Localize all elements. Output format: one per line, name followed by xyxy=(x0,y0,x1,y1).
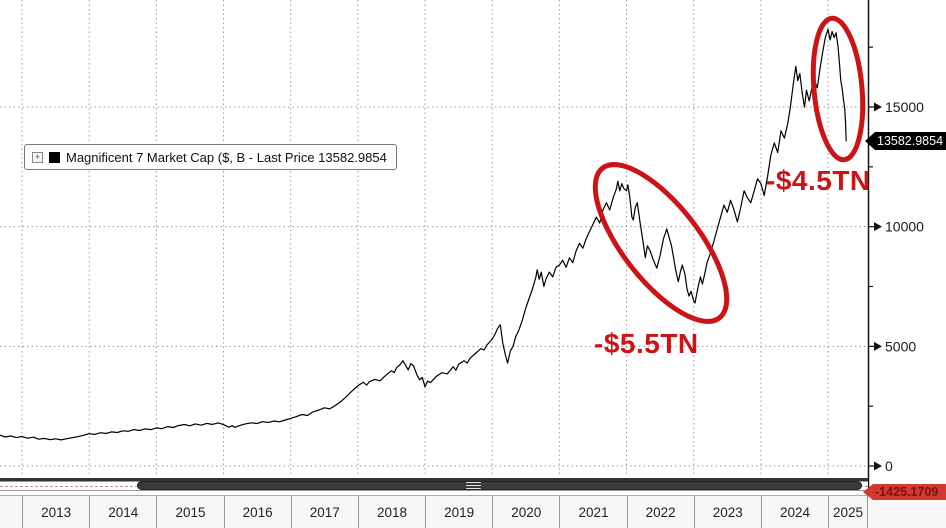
year-label-2023: 2023 xyxy=(693,496,761,528)
annotation-label-4-5tn: -$4.5TN xyxy=(766,165,871,196)
x-axis-year-strip: 2013 2014 2015 2016 2017 2018 2019 2020 2021 2022… xyxy=(0,495,946,528)
annotation-ellipse-0 xyxy=(592,162,730,324)
series-color-swatch xyxy=(49,151,60,163)
year-label-2017: 2017 xyxy=(290,496,358,528)
legend-box[interactable]: + Magnificent 7 Market Cap ($, B - Last … xyxy=(24,144,397,170)
year-label-2016: 2016 xyxy=(223,496,291,528)
year-label-2020: 2020 xyxy=(492,496,559,528)
series-line xyxy=(0,28,847,441)
annotation-ellipse-1 xyxy=(810,15,866,163)
tick-arrow-icon xyxy=(874,341,882,351)
legend-label: Magnificent 7 Market Cap ($, B - Last Pr… xyxy=(66,149,387,165)
y-tick-label: 5000 xyxy=(885,338,916,354)
annotation-label-5-5tn: -$5.5TN xyxy=(594,328,699,359)
tick-arrow-icon xyxy=(874,102,882,112)
year-label-2015: 2015 xyxy=(156,496,223,528)
year-label-2022: 2022 xyxy=(626,496,694,528)
tick-arrow-icon xyxy=(874,222,882,232)
year-label-2019: 2019 xyxy=(425,496,492,528)
year-label-2014: 2014 xyxy=(89,496,156,528)
change-badge: -1425.1709 xyxy=(863,484,946,500)
y-tick-label: 10000 xyxy=(885,219,924,235)
legend-expand-icon[interactable]: + xyxy=(32,151,43,163)
year-label-2013: 2013 xyxy=(22,496,89,528)
tick-arrow-icon xyxy=(874,461,882,471)
scrollbar-grip-icon[interactable] xyxy=(466,482,481,489)
year-label-2025: 2025 xyxy=(828,496,868,528)
plot-bottom-frame xyxy=(0,478,868,481)
y-tick-label: 15000 xyxy=(885,99,924,115)
y-tick-label: 0 xyxy=(885,458,893,474)
year-label-2021: 2021 xyxy=(559,496,626,528)
year-label-2018: 2018 xyxy=(357,496,425,528)
last-price-badge: 13582.9854 xyxy=(865,132,946,150)
horizontal-scrollbar-thumb[interactable] xyxy=(137,481,862,490)
year-label-2024: 2024 xyxy=(760,496,828,528)
